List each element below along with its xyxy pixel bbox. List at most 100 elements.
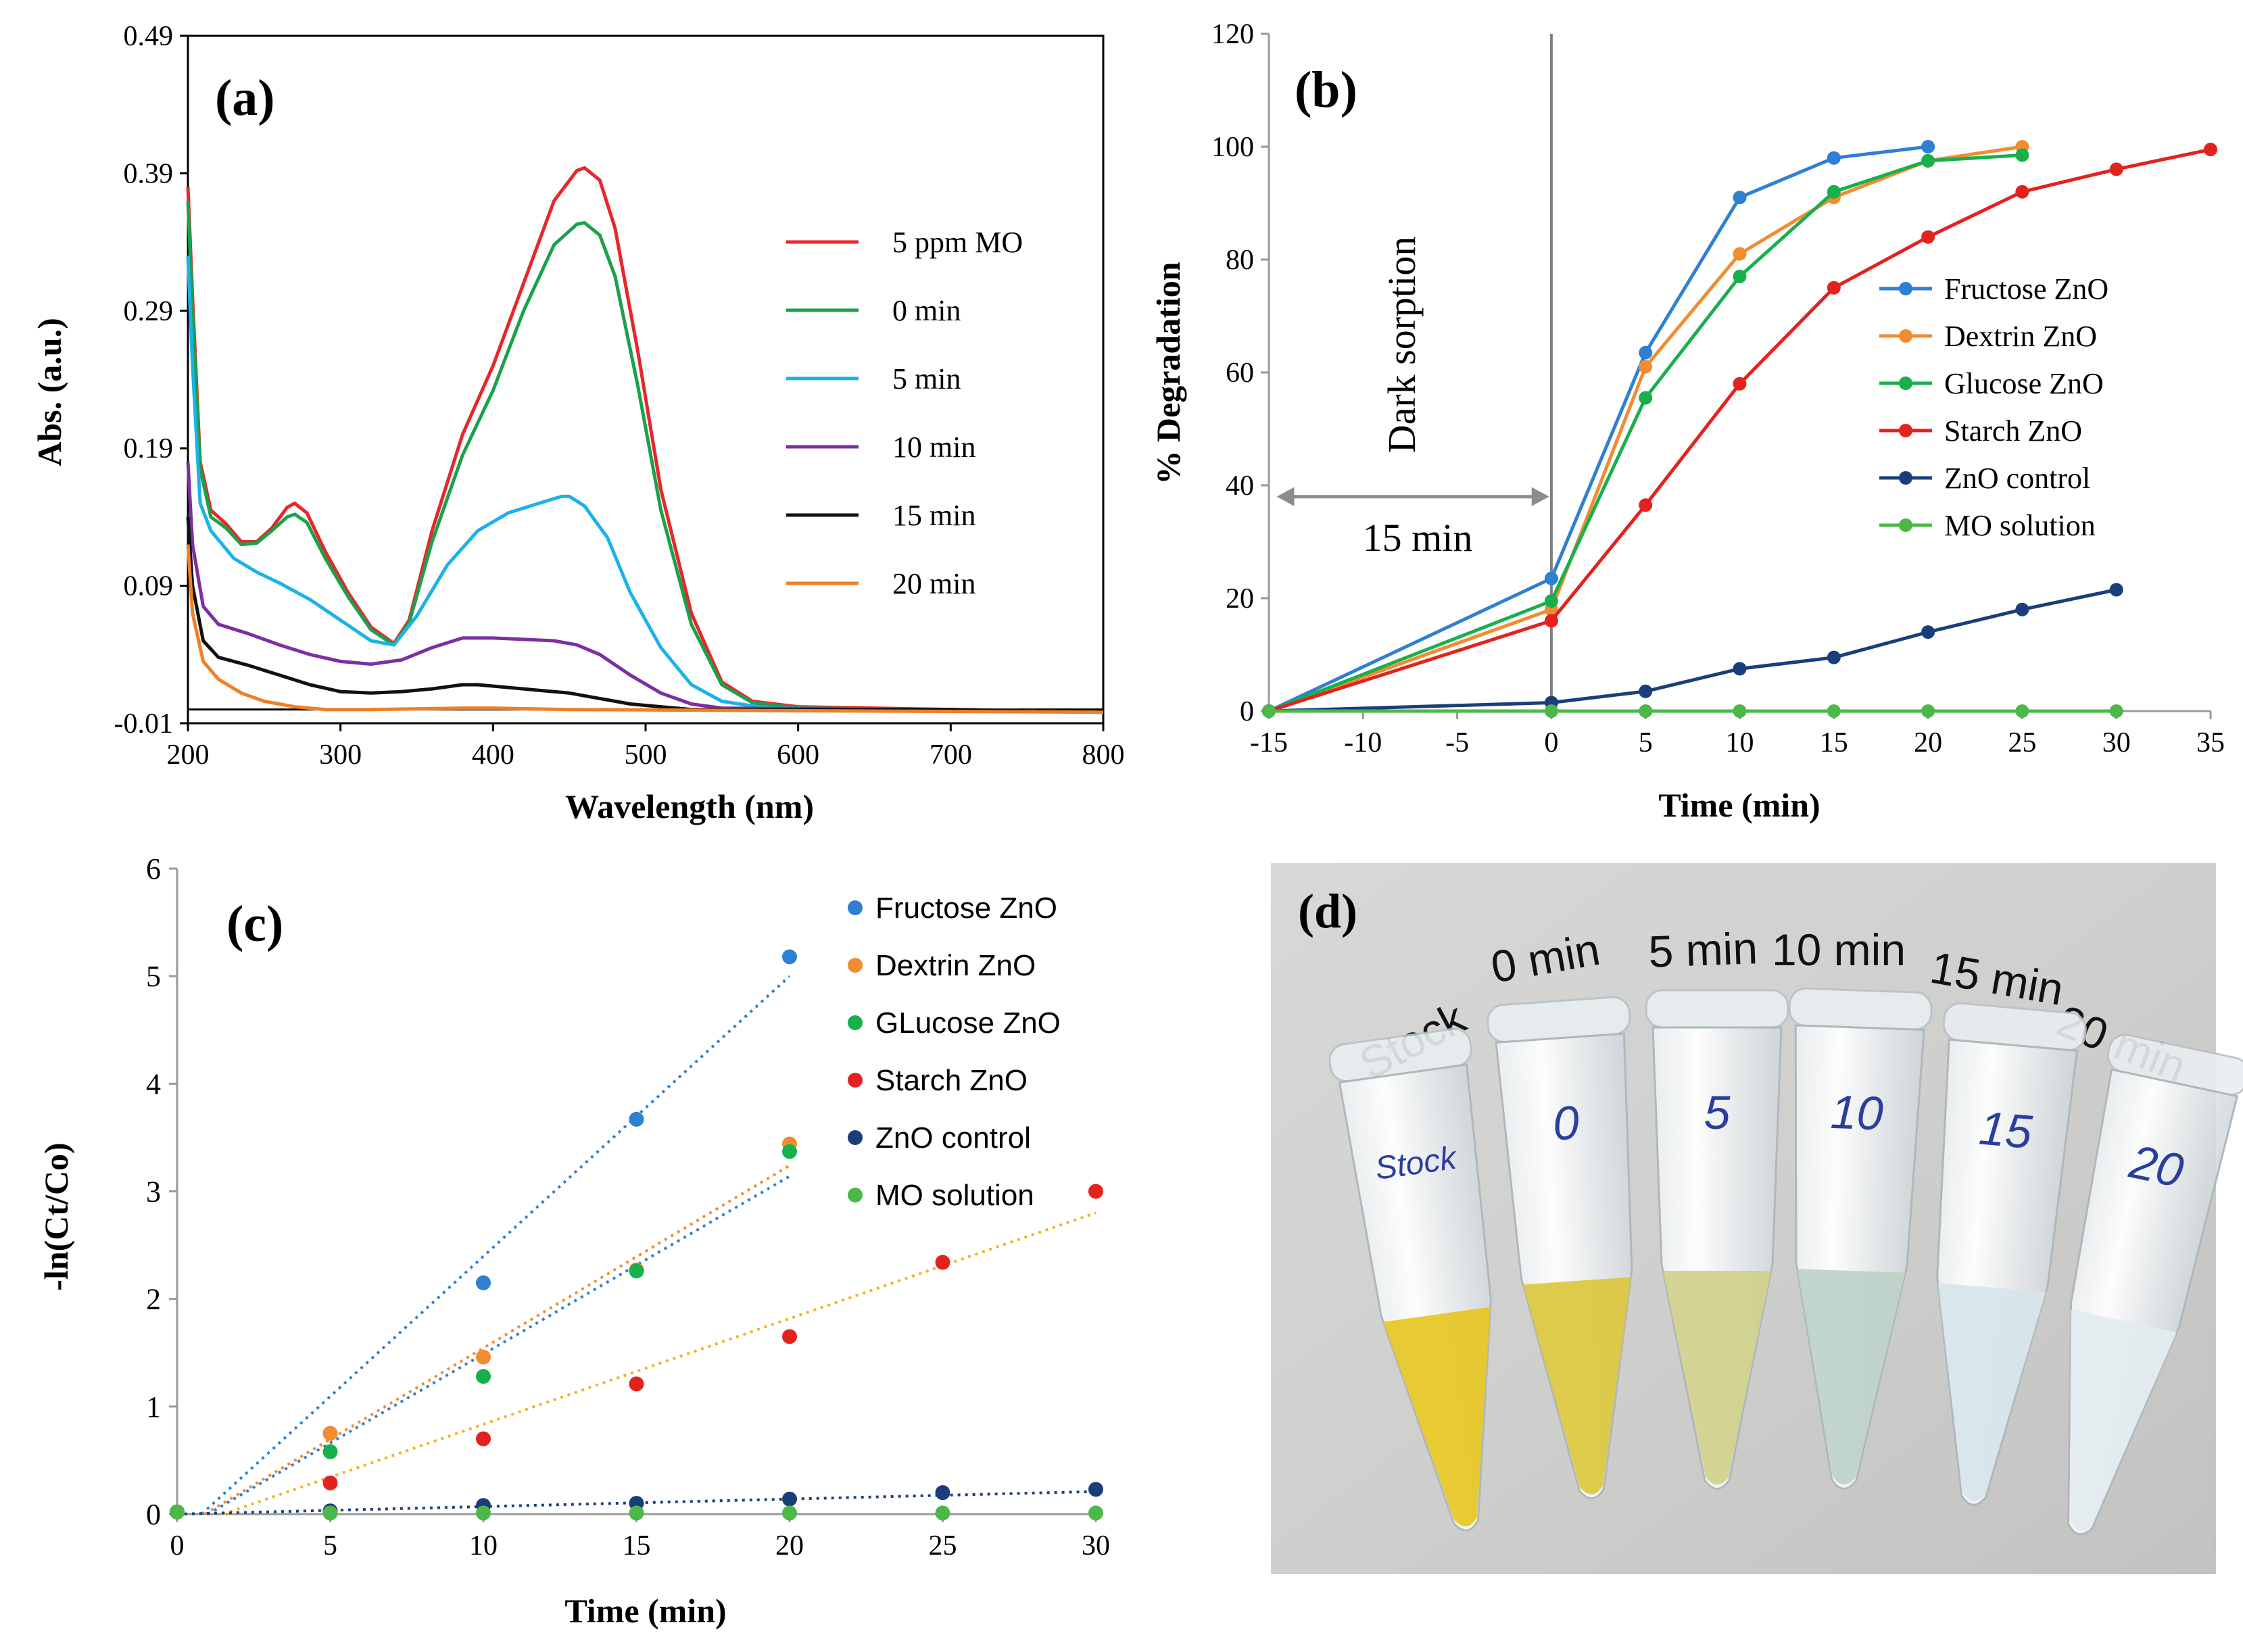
data-point	[629, 1263, 644, 1279]
x-tick-label: -5	[1445, 727, 1469, 758]
data-point	[170, 1504, 185, 1520]
x-tick-label: 0	[1544, 727, 1558, 758]
panel-c-ylabel: -ln(Ct/Co)	[37, 1142, 75, 1290]
data-point	[782, 1329, 797, 1344]
legend-label: 5 ppm MO	[892, 226, 1023, 259]
x-tick-label: 800	[1082, 739, 1125, 771]
tube-label: 10 min	[1772, 925, 1906, 975]
data-point	[1088, 1505, 1103, 1521]
data-point	[2015, 602, 2029, 616]
data-point	[1639, 360, 1653, 374]
series-line	[1268, 588, 2117, 713]
legend-marker	[848, 1073, 863, 1088]
y-tick-label: 0.19	[124, 433, 174, 464]
trend-line	[200, 975, 791, 1515]
legend-marker	[1899, 424, 1912, 437]
data-point	[1639, 391, 1653, 405]
panel-b-chart: (b) Time (min) % Degradation Dark sorpti…	[1149, 19, 2225, 824]
legend-marker	[1899, 329, 1912, 343]
x-tick-label: 10	[469, 1530, 498, 1561]
data-point	[1639, 684, 1653, 698]
panel-b-label: (b)	[1295, 62, 1357, 118]
legend-label: 15 min	[892, 499, 975, 532]
panel-a-chart: (a) Wavelength (nm) Abs. (a.u.) 200 300 40…	[30, 21, 1125, 825]
data-point	[322, 1475, 338, 1490]
tube-mark: 20	[2125, 1135, 2188, 1198]
series-line	[186, 544, 1104, 714]
y-tick-label: 0	[1240, 696, 1254, 727]
x-tick-label: 600	[777, 739, 819, 771]
x-tick-label: 25	[929, 1530, 957, 1561]
data-point	[935, 1485, 950, 1501]
x-tick-label: 30	[1082, 1530, 1110, 1561]
data-point	[1921, 153, 1935, 168]
data-point	[1639, 704, 1653, 718]
arrow-head-left	[1276, 487, 1295, 506]
legend-label: 0 min	[892, 294, 961, 327]
panel-a-xlabel: Wavelength (nm)	[565, 787, 814, 825]
legend-label: Starch ZnO	[1944, 414, 2082, 447]
data-point	[1088, 1482, 1103, 1497]
data-point	[1921, 704, 1935, 718]
data-point	[1827, 704, 1841, 718]
tube-mark: 0	[1551, 1096, 1581, 1150]
tube: Stock	[1328, 1027, 1492, 1532]
tube: 20	[2067, 1034, 2243, 1536]
y-tick-label: 1	[146, 1390, 161, 1424]
x-tick-label: 400	[472, 739, 514, 771]
data-point	[1827, 650, 1841, 664]
data-point	[2015, 148, 2029, 162]
y-tick-label: 0.29	[124, 296, 174, 327]
tube: 0	[1487, 996, 1633, 1500]
data-point	[1544, 594, 1558, 608]
legend-label: Glucose ZnO	[1944, 367, 2104, 400]
tube-mark: 15	[1977, 1101, 2035, 1159]
x-tick-label: 5	[323, 1530, 337, 1561]
data-point	[2204, 143, 2217, 157]
legend-label: 10 min	[892, 431, 975, 464]
panel-d-label: (d)	[1298, 884, 1357, 938]
legend-label: Fructose ZnO	[1944, 272, 2108, 306]
tube-liquid	[1383, 1307, 1491, 1527]
data-point	[2109, 704, 2123, 718]
y-tick-label: 80	[1226, 245, 1254, 276]
data-point	[476, 1275, 491, 1290]
data-point	[935, 1505, 950, 1521]
interval-annotation: 15 min	[1363, 516, 1473, 560]
trend-line	[203, 1164, 791, 1515]
panel-c-label: (c)	[226, 896, 283, 952]
x-tick-label: 700	[930, 739, 972, 771]
series-line	[1268, 145, 1929, 713]
legend-label: MO solution	[875, 1179, 1034, 1212]
data-point	[2109, 162, 2123, 176]
legend-marker	[1899, 518, 1912, 532]
data-point	[476, 1431, 491, 1447]
series-line	[186, 462, 1104, 714]
legend-marker	[848, 1130, 863, 1145]
x-tick-label: 200	[167, 739, 210, 771]
arrow-head-right	[1531, 487, 1549, 506]
x-tick-label: 20	[775, 1530, 804, 1561]
data-point	[2015, 704, 2029, 718]
data-point	[1921, 230, 1935, 244]
data-point	[322, 1505, 338, 1521]
data-point	[1544, 614, 1558, 628]
tube-lid	[1645, 989, 1789, 1029]
data-point	[1827, 281, 1841, 295]
data-point	[476, 1505, 491, 1521]
tube-liquid	[1797, 1269, 1906, 1485]
panel-b-ylabel: % Degradation	[1149, 262, 1187, 484]
panel-c-chart: (c) Time (min) -ln(Ct/Co) 0 5 10 15 20 25 3001…	[37, 852, 1110, 1630]
tube-liquid	[1522, 1277, 1631, 1495]
tube-liquid	[1663, 1271, 1771, 1485]
legend-marker	[1899, 376, 1912, 390]
legend-label: 5 min	[892, 362, 961, 395]
series-line	[186, 200, 1104, 714]
legend-label: ZnO control	[1944, 462, 2090, 495]
data-point	[782, 1505, 797, 1521]
data-point	[1921, 625, 1935, 639]
data-point	[1733, 376, 1747, 391]
trend-line	[207, 1175, 791, 1515]
data-point	[1733, 662, 1747, 676]
y-tick-label: 0	[146, 1498, 161, 1531]
